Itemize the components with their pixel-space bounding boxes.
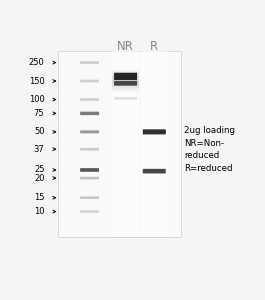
Bar	[112, 85, 139, 86]
FancyBboxPatch shape	[114, 97, 137, 100]
Bar	[112, 85, 139, 86]
FancyBboxPatch shape	[80, 148, 99, 151]
FancyBboxPatch shape	[143, 169, 166, 173]
Bar	[112, 77, 139, 78]
Bar	[112, 94, 139, 95]
Bar	[112, 84, 139, 85]
Bar	[112, 88, 139, 89]
Bar	[112, 86, 139, 87]
Bar	[112, 70, 139, 71]
Text: NR: NR	[117, 40, 134, 53]
Bar	[112, 73, 139, 74]
Text: 150: 150	[29, 76, 45, 85]
Bar	[112, 82, 139, 83]
FancyBboxPatch shape	[80, 168, 99, 172]
Bar	[112, 79, 139, 80]
Text: 10: 10	[34, 207, 45, 216]
Bar	[112, 83, 139, 84]
Bar	[112, 75, 139, 76]
FancyBboxPatch shape	[114, 73, 137, 80]
Text: 25: 25	[34, 166, 45, 175]
Text: 2ug loading
NR=Non-
reduced
R=reduced: 2ug loading NR=Non- reduced R=reduced	[184, 126, 235, 172]
FancyBboxPatch shape	[80, 177, 99, 179]
Bar	[112, 73, 139, 74]
Bar	[112, 78, 139, 79]
Bar	[112, 81, 139, 82]
Bar	[141, 51, 168, 237]
FancyBboxPatch shape	[80, 61, 99, 64]
Text: 100: 100	[29, 95, 45, 104]
FancyBboxPatch shape	[80, 98, 99, 101]
Bar	[112, 92, 139, 93]
Bar	[112, 74, 139, 75]
Text: 75: 75	[34, 109, 45, 118]
Bar	[58, 51, 181, 237]
Bar	[112, 72, 139, 73]
FancyBboxPatch shape	[80, 130, 99, 134]
Bar	[112, 51, 139, 237]
Text: 50: 50	[34, 128, 45, 136]
FancyBboxPatch shape	[80, 196, 99, 199]
Text: R: R	[150, 40, 158, 53]
Text: 20: 20	[34, 174, 45, 183]
Bar	[112, 74, 139, 75]
Bar	[112, 81, 139, 82]
Bar	[112, 75, 139, 76]
Bar	[112, 89, 139, 90]
Bar	[112, 90, 139, 92]
Bar	[112, 80, 139, 81]
Bar	[112, 71, 139, 72]
Text: 37: 37	[34, 145, 45, 154]
Bar	[112, 80, 139, 81]
Bar	[112, 78, 139, 79]
FancyBboxPatch shape	[114, 81, 137, 86]
Bar	[112, 79, 139, 80]
Bar	[112, 69, 139, 70]
Bar	[112, 76, 139, 77]
Text: 15: 15	[34, 193, 45, 202]
FancyBboxPatch shape	[143, 129, 166, 134]
Bar	[112, 86, 139, 87]
Bar	[112, 87, 139, 88]
Bar	[112, 72, 139, 73]
FancyBboxPatch shape	[80, 80, 99, 83]
Bar	[112, 82, 139, 83]
Text: 250: 250	[29, 58, 45, 67]
Bar	[112, 83, 139, 85]
Bar	[112, 68, 139, 69]
FancyBboxPatch shape	[80, 210, 99, 213]
Bar	[112, 76, 139, 78]
FancyBboxPatch shape	[80, 112, 99, 115]
Bar	[112, 93, 139, 94]
